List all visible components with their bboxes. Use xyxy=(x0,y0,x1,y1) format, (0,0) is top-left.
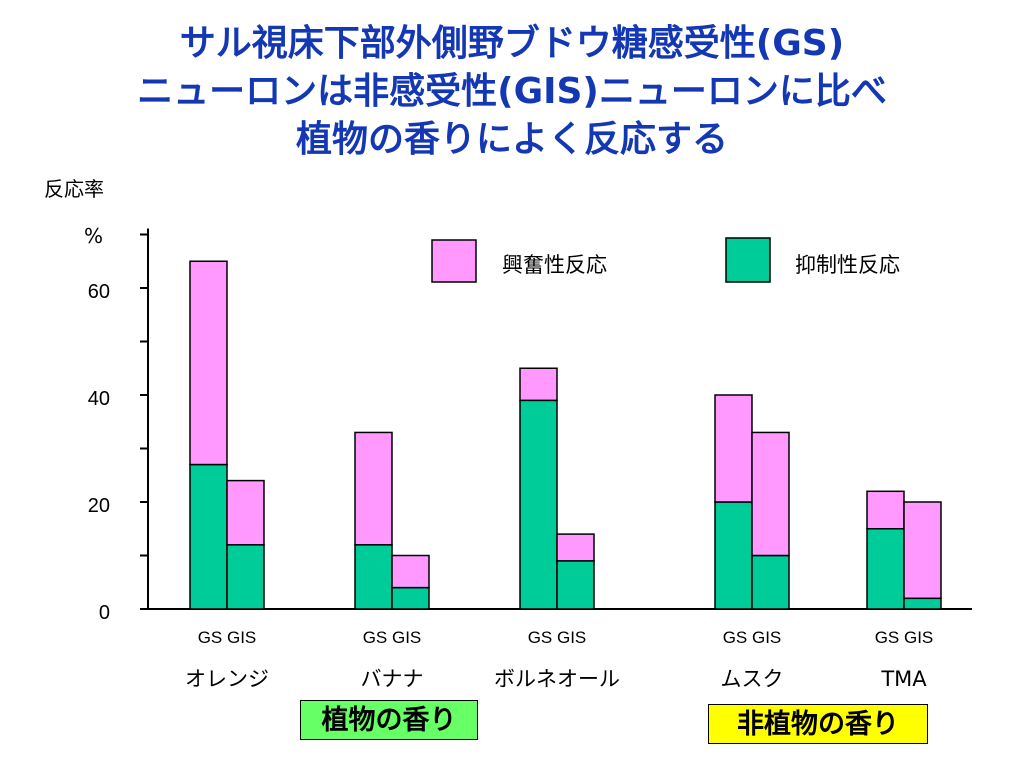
bar-sub-label: GS GIS xyxy=(875,628,934,647)
y-tick-label: 0 xyxy=(99,602,110,624)
bar-sub-label: GS GIS xyxy=(528,628,587,647)
bar-inhibitory xyxy=(519,399,558,610)
bar-inhibitory xyxy=(556,560,595,610)
bars xyxy=(189,260,942,610)
bar-inhibitory xyxy=(189,463,228,610)
y-tick-label: 40 xyxy=(88,388,110,410)
y-axis-label: 反応率 xyxy=(44,177,104,201)
legend-label-excitatory: 興奮性反応 xyxy=(502,253,607,277)
category-label: オレンジ xyxy=(185,667,269,691)
bar-inhibitory xyxy=(751,554,790,610)
bar-inhibitory xyxy=(866,528,905,610)
bar-excitatory xyxy=(189,260,228,466)
category-label: TMA xyxy=(880,667,927,691)
bar-excitatory xyxy=(519,367,558,402)
legend-swatch-excitatory xyxy=(431,239,477,283)
bar-inhibitory xyxy=(903,597,942,610)
category-label: ボルネオール xyxy=(494,667,620,691)
bar-sub-label: GS GIS xyxy=(363,628,422,647)
y-tick-label: 20 xyxy=(88,495,110,517)
y-axis-unit: % xyxy=(84,224,103,248)
title-line-2: ニューロンは非感受性(GIS)ニューロンに比べ xyxy=(137,71,887,112)
bar-sub-label: GS GIS xyxy=(198,628,257,647)
bar-excitatory xyxy=(226,479,265,546)
bar-sub-label: GS GIS xyxy=(723,628,782,647)
bar-excitatory xyxy=(714,394,753,503)
bar-excitatory xyxy=(866,490,905,530)
category-label: バナナ xyxy=(361,667,424,691)
bar-excitatory xyxy=(751,431,790,557)
title-line-3: 植物の香りによく反応する xyxy=(295,119,728,160)
legend-swatch-inhibitory xyxy=(725,237,771,283)
legend-label-inhibitory: 抑制性反応 xyxy=(795,253,900,277)
bar-inhibitory xyxy=(391,586,430,610)
plant-odor-label: 植物の香り xyxy=(300,700,478,740)
y-tick-label: 60 xyxy=(88,281,110,303)
bar-inhibitory xyxy=(714,501,753,610)
bar-excitatory xyxy=(354,431,393,546)
legend: 興奮性反応 抑制性反応 xyxy=(431,237,900,283)
bar-excitatory xyxy=(556,533,595,562)
x-labels: GS GIS オレンジ GS GIS バナナ GS GIS ボルネオール GS GIS ムスク… xyxy=(185,628,933,691)
bar-inhibitory xyxy=(354,544,393,610)
bar-excitatory xyxy=(391,554,430,589)
category-label: ムスク xyxy=(721,667,784,691)
bar-inhibitory xyxy=(226,544,265,610)
nonplant-odor-label: 非植物の香り xyxy=(708,704,928,744)
chart-title: サル視床下部外側野ブドウ糖感受性(GS) ニューロンは非感受性(GIS)ニューロ… xyxy=(0,20,1024,164)
axes: 0 20 40 60 xyxy=(88,228,972,624)
title-line-1: サル視床下部外側野ブドウ糖感受性(GS) xyxy=(179,23,845,64)
bar-excitatory xyxy=(903,501,942,600)
